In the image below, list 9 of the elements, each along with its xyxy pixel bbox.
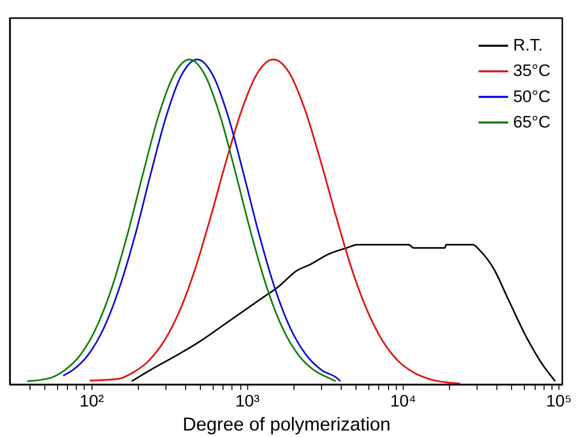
legend-label: 35°C (513, 61, 550, 80)
legend-label: R.T. (513, 36, 543, 55)
x-axis-title: Degree of polymerization (182, 413, 391, 434)
legend-label: 50°C (513, 86, 550, 106)
legend-label: 65°C (513, 112, 550, 132)
x-tick-label: 10⁵ (546, 392, 572, 411)
x-tick-label: 10² (80, 392, 104, 411)
x-tick-label: 10³ (235, 392, 260, 411)
x-tick-label: 10⁴ (390, 392, 416, 411)
